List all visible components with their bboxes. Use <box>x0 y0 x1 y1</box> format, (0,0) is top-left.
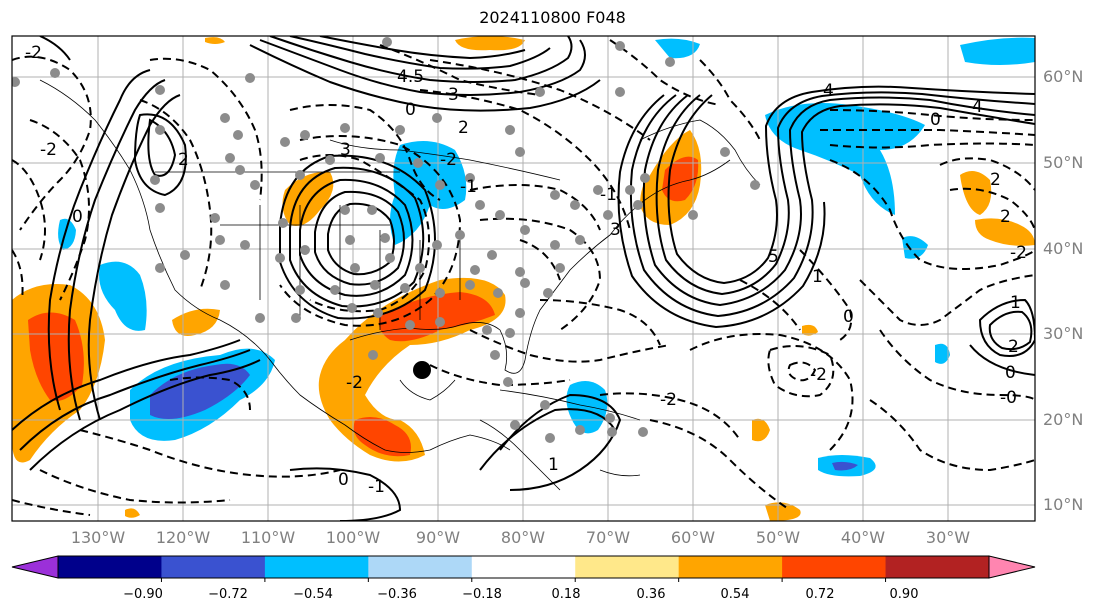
map-title: 2024110800 F048 <box>479 8 626 27</box>
contour-label: 0 <box>1005 363 1016 383</box>
contour-label: 1 <box>1010 293 1021 313</box>
shaded-field-negative <box>58 37 1035 477</box>
shade-red-gulf2 <box>353 416 411 457</box>
colorbar-tick-label: −0.18 <box>462 587 502 602</box>
contour-label: 2 <box>1008 337 1019 357</box>
shaded-field-positive <box>12 36 1035 521</box>
lon-label: 50°W <box>755 528 801 547</box>
lat-label: 60°N <box>1043 67 1084 86</box>
shade-orange-atl5 <box>752 418 770 442</box>
contour-label: 2 <box>458 118 469 138</box>
contour-label: -2 <box>440 150 457 170</box>
contour-label: -2 <box>810 365 827 385</box>
shade-blue-gb <box>655 38 700 59</box>
colorbar-tick-label: −0.90 <box>123 587 163 602</box>
contour-label: -2 <box>346 373 363 393</box>
shade-darkblue-atl3 <box>832 461 858 471</box>
contour-label: 1 <box>812 267 823 287</box>
colorbar-tick-label: 0.54 <box>720 587 750 602</box>
contour-label: 2 <box>178 150 189 170</box>
storm-center-marker <box>413 361 431 379</box>
contour-label: 3 <box>448 85 459 105</box>
lat-label: 50°N <box>1043 153 1084 172</box>
lon-label: 90°W <box>415 528 461 547</box>
lon-label: 30°W <box>925 528 971 547</box>
contour-label: 2 <box>990 170 1001 190</box>
contour-label: -0 <box>1000 388 1017 408</box>
colorbar-tick-label: 0.18 <box>551 587 581 602</box>
lat-label: 30°N <box>1043 324 1084 343</box>
contour-label: -1 <box>460 177 477 197</box>
lon-label: 70°W <box>585 528 631 547</box>
contour-label: -1 <box>368 477 385 497</box>
contour-label: -1 <box>600 185 617 205</box>
shade-orange-atl7 <box>802 324 818 336</box>
contour-label: 0 <box>843 307 854 327</box>
contour-label: -2 <box>40 140 57 160</box>
shade-blue-nne <box>960 37 1035 65</box>
contour-label: 2 <box>1000 207 1011 227</box>
contour-label: 5 <box>768 247 779 267</box>
shade-blue-atl2 <box>902 236 928 259</box>
lat-label: 40°N <box>1043 239 1084 258</box>
shade-orange-midatl2 <box>975 218 1035 246</box>
contour-label: 1 <box>548 455 559 475</box>
shade-orange-rockies <box>282 171 334 226</box>
contour-label: 4 <box>823 81 834 101</box>
shade-orange-atl6 <box>765 502 801 521</box>
shade-orange-mexico <box>172 308 220 336</box>
lon-label: 130°W <box>70 528 126 547</box>
colorbar-tick-label: 0.90 <box>889 587 919 602</box>
contour-label: 3 <box>610 220 621 240</box>
contour-label: 0 <box>405 100 416 120</box>
lon-label: 110°W <box>240 528 296 547</box>
shade-blue-atl4 <box>935 343 950 364</box>
lon-label: 120°W <box>155 528 211 547</box>
shade-orange-midatl1 <box>960 171 992 215</box>
contour-label: -2 <box>660 390 677 410</box>
colorbar-tick-label: −0.54 <box>293 587 333 602</box>
solid-contours <box>12 36 1035 521</box>
contour-label: 4.5 <box>397 67 424 87</box>
lat-label: 20°N <box>1043 410 1084 429</box>
colorbar-tick-label: 0.72 <box>805 587 835 602</box>
station-markers <box>12 37 760 443</box>
map-frame <box>11 35 1036 522</box>
shade-orange-nw <box>205 37 225 44</box>
contour-label: 0 <box>338 470 349 490</box>
shade-orange-north <box>455 36 525 51</box>
shade-red-pacific <box>28 312 84 401</box>
lon-label: 80°W <box>500 528 546 547</box>
shade-orange-atl8 <box>125 508 140 518</box>
contour-label: 3 <box>340 140 351 160</box>
colorbar-tick-label: −0.36 <box>377 587 417 602</box>
contour-label: -2 <box>25 43 42 63</box>
contour-label: 4 <box>972 97 983 117</box>
contour-label: -2 <box>1010 243 1027 263</box>
lon-label: 100°W <box>325 528 381 547</box>
lon-label: 40°W <box>840 528 886 547</box>
contour-label: 0 <box>72 207 83 227</box>
lat-label: 10°N <box>1043 495 1084 514</box>
contour-label: 0 <box>930 110 941 130</box>
shade-darkblue-pacific <box>150 363 250 419</box>
colorbar-tick-label: 0.36 <box>636 587 666 602</box>
lon-label: 60°W <box>670 528 716 547</box>
shade-blue-west <box>99 261 147 331</box>
colorbar-tick-label: −0.72 <box>208 587 248 602</box>
contour-labels: -2 -2 2 4.5 3 0 2 3 -1 4 5 1 -1 3 0 4 0 … <box>25 43 1027 497</box>
